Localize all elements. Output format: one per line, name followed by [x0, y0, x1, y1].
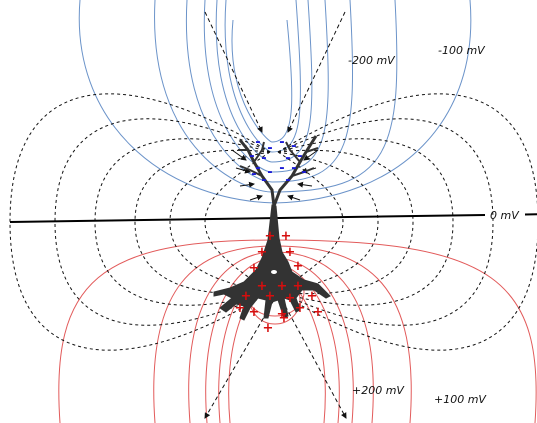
- isopotential-line-negative: [203, 0, 329, 173]
- field-arrow: [239, 181, 255, 188]
- field-line-straight: [281, 299, 347, 419]
- isopotential-line-negative: [78, 0, 472, 204]
- neuron-soma-and-basal-dendrites: [213, 204, 331, 321]
- potential-label-neg-100: -100 mV: [438, 44, 486, 57]
- potential-label-zero: 0 mV: [490, 209, 520, 222]
- potential-label-neg-200: -200 mV: [348, 54, 396, 67]
- positive-charge-symbol: +: [279, 311, 290, 326]
- positive-charge-symbol: +: [307, 289, 318, 304]
- dendrite-branch: [253, 141, 265, 163]
- field-line-right: [277, 149, 414, 295]
- apical-dendrite-left: [238, 139, 276, 207]
- negative-charge-symbol: -: [255, 135, 260, 150]
- positive-charge-symbol: +: [257, 245, 268, 260]
- isopotential-line-negative: [185, 0, 354, 183]
- field-line-left: [94, 138, 271, 306]
- positive-charge-symbol: +: [277, 307, 288, 322]
- pyramidal-neuron: [213, 135, 331, 321]
- negative-charge-symbol: -: [249, 149, 254, 164]
- neuron-nucleus: [271, 270, 277, 274]
- positive-charge-symbol: +: [249, 305, 260, 320]
- negative-charge-symbol: -: [279, 135, 284, 150]
- label-neg-100: -100 mV: [438, 44, 486, 57]
- negative-charge-symbol: -: [285, 151, 290, 166]
- dendrite-branch: [291, 167, 315, 177]
- positive-charge-symbol: +: [281, 229, 292, 244]
- field-line-right: [277, 138, 454, 306]
- label-neg-200: -200 mV: [348, 54, 396, 67]
- negative-isopotential-lines: [78, 0, 472, 204]
- electric-field-lines: [9, 11, 537, 419]
- negative-charge-symbol: -: [291, 139, 296, 154]
- positive-charge-symbol: +: [293, 259, 304, 274]
- positive-charge-symbol: +: [235, 301, 246, 316]
- label-pos-100: +100 mV: [434, 393, 487, 406]
- negative-charge-symbol: -: [291, 161, 296, 176]
- positive-charge-symbol: +: [257, 279, 268, 294]
- positive-charge-symbol: +: [241, 289, 252, 304]
- field-line-right: [277, 151, 344, 293]
- isopotential-line-negative: [154, 0, 398, 193]
- field-line-right: [277, 93, 537, 351]
- field-arrow: [287, 194, 301, 201]
- negative-charge-symbol: -: [285, 173, 290, 188]
- negative-charge-symbol: -: [267, 141, 272, 156]
- field-line-straight: [204, 299, 275, 419]
- field-arrow: [303, 149, 319, 161]
- negative-charge-symbol: -: [267, 165, 272, 180]
- field-line-right: [277, 151, 379, 293]
- positive-charge-symbol: +: [265, 289, 276, 304]
- negative-charge-symbol: -: [251, 167, 256, 182]
- field-line-left: [204, 151, 271, 293]
- positive-charge-symbol: +: [293, 279, 304, 294]
- isopotential-line-negative: [215, 0, 313, 163]
- field-arrow: [297, 181, 313, 188]
- isopotential-line-negative: [224, 0, 301, 153]
- positive-charge-symbol: +: [285, 245, 296, 260]
- negative-charge-symbol: -: [279, 161, 284, 176]
- negative-charges: - - - -- - - -- - - -- -- -: [249, 135, 306, 188]
- positive-charges: + ++ ++ ++ + ++ + + ++ + + + +++: [235, 229, 324, 336]
- negative-charge-symbol: -: [255, 161, 260, 176]
- isopotential-line-negative: [231, 19, 293, 143]
- positive-charge-symbol: +: [265, 229, 276, 244]
- positive-charge-symbol: +: [249, 261, 260, 276]
- positive-charge-symbol: +: [295, 301, 306, 316]
- negative-charge-symbol: -: [301, 165, 306, 180]
- positive-charge-symbol: +: [277, 279, 288, 294]
- field-line-left: [134, 149, 271, 295]
- label-pos-200: +200 mV: [352, 384, 405, 397]
- apical-dendrite-right: [272, 135, 318, 207]
- dendrite-branch: [239, 165, 263, 177]
- negative-charge-symbol: -: [297, 149, 302, 164]
- field-line-left: [54, 118, 271, 326]
- positive-charge-symbol: +: [263, 321, 274, 336]
- field-line-straight: [204, 11, 263, 133]
- negative-charge-symbol: -: [261, 173, 266, 188]
- field-arrow: [231, 149, 247, 161]
- field-arrow: [235, 167, 251, 174]
- field-line-straight: [287, 11, 346, 133]
- positive-charge-symbol: +: [285, 291, 296, 306]
- field-line-left: [169, 151, 271, 293]
- negative-charge-symbol: -: [261, 151, 266, 166]
- zero-potential-line: [9, 214, 486, 223]
- potential-label-pos-200: +200 mV: [352, 384, 405, 397]
- label-zero: 0 mV: [490, 209, 520, 222]
- dendrite-branch: [285, 141, 301, 163]
- potential-label-pos-100: +100 mV: [434, 393, 487, 406]
- field-arrow: [249, 194, 263, 201]
- dendrite-branch: [305, 147, 319, 153]
- field-line-left: [9, 93, 271, 351]
- positive-charge-symbol: +: [313, 305, 324, 320]
- field-line-right: [277, 118, 494, 326]
